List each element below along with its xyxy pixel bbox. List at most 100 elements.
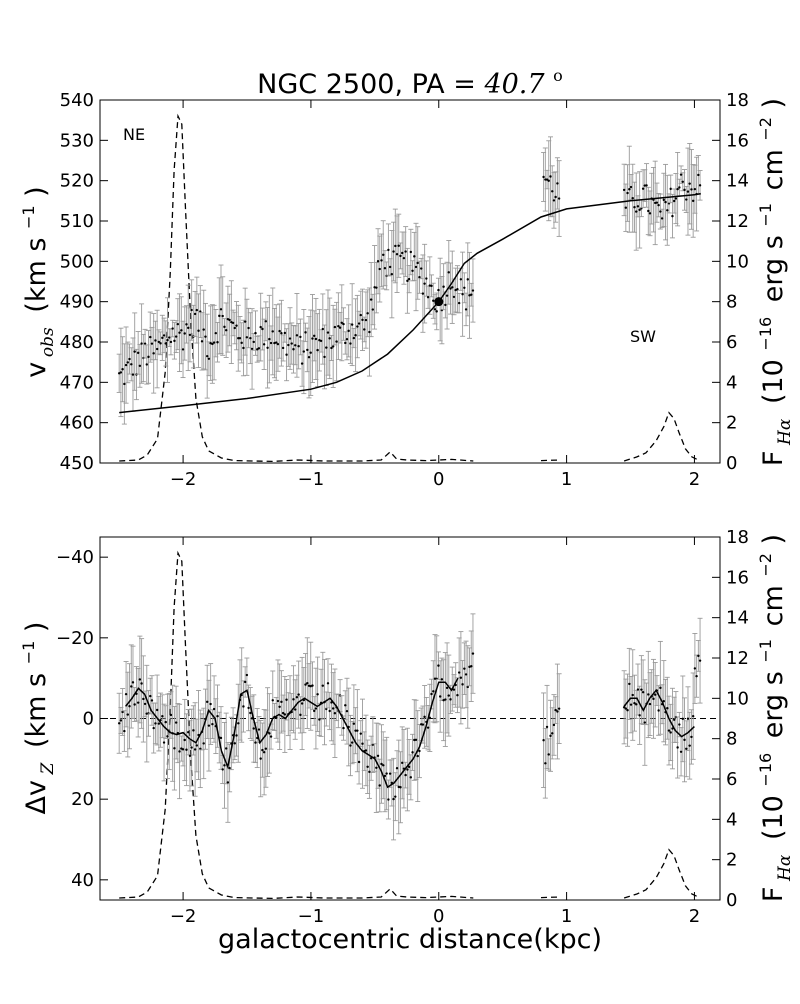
y-tick-label-right: 18 [726, 90, 749, 111]
data-point [294, 344, 297, 347]
data-point [142, 697, 145, 701]
data-point [304, 331, 307, 334]
data-point [376, 754, 380, 758]
data-point [181, 348, 185, 351]
chart-title-angle: 40.7 [483, 69, 545, 100]
data-point [235, 734, 238, 737]
top-right-y-label-exp3: −2 [756, 117, 775, 141]
data-point [444, 698, 447, 701]
rotation-model-line [119, 192, 701, 414]
data-point [262, 751, 266, 754]
data-point [281, 346, 285, 350]
data-point [633, 701, 636, 705]
data-point [672, 718, 676, 721]
data-point [280, 700, 283, 704]
data-point [624, 707, 628, 710]
top-flux-layer [119, 113, 699, 463]
data-point [266, 346, 269, 349]
top-ticks-layer: −2 −1 0 1 2450460470480490500510520530540024… [60, 90, 749, 490]
data-point [199, 310, 202, 313]
data-point [154, 339, 157, 342]
data-point [162, 334, 166, 337]
data-point [371, 308, 375, 311]
data-point [659, 210, 662, 213]
data-point [249, 711, 252, 715]
data-point [387, 798, 390, 801]
data-point [354, 334, 357, 337]
data-point [138, 364, 142, 368]
data-point [664, 200, 667, 204]
data-point [349, 342, 352, 345]
data-point [547, 179, 550, 182]
data-point [368, 330, 371, 334]
data-point [369, 298, 373, 301]
data-point [126, 713, 130, 716]
data-point [674, 197, 678, 200]
data-point [356, 729, 359, 732]
data-point [409, 776, 413, 779]
data-point [397, 244, 400, 247]
data-point [278, 329, 281, 333]
top-left-y-label-exp: −1 [19, 205, 38, 229]
data-point [401, 761, 404, 765]
data-point [161, 336, 164, 340]
data-point [471, 652, 475, 655]
x-tick-label: 2 [689, 906, 700, 927]
data-point [187, 326, 190, 330]
data-point [375, 766, 378, 769]
data-point [314, 707, 318, 710]
data-point [691, 714, 695, 718]
data-point [312, 334, 316, 338]
data-point [698, 184, 702, 187]
data-point [338, 326, 342, 329]
data-point [306, 681, 309, 685]
data-point [667, 729, 671, 732]
data-point [423, 715, 426, 719]
y-tick-label-right: 0 [726, 453, 737, 474]
data-point [166, 735, 169, 738]
data-point [655, 201, 659, 204]
top-right-y-label-exp2: −1 [756, 203, 775, 227]
data-point [287, 343, 290, 347]
data-point [647, 693, 650, 696]
y-tick-label-left: 510 [60, 211, 94, 232]
data-point [695, 674, 698, 678]
top-right-y-label-units-c: cm [758, 149, 789, 190]
data-point [280, 332, 283, 335]
data-point [459, 278, 463, 281]
y-tick-label-left: 500 [60, 251, 94, 272]
data-point [219, 308, 223, 311]
data-point [672, 199, 676, 203]
data-point [243, 680, 247, 684]
data-point [438, 695, 442, 698]
data-point [648, 702, 652, 706]
data-point [212, 707, 216, 711]
data-point [193, 312, 197, 316]
data-point [252, 340, 255, 344]
data-point [150, 699, 154, 702]
data-point [233, 742, 237, 745]
top-right-y-label: F Hα (10 −16 erg s −1 cm −2 ) [747, 98, 797, 466]
data-point [359, 732, 362, 735]
data-point [216, 714, 219, 718]
y-tick-label-right: 4 [726, 809, 737, 830]
chart-title-eq: = [453, 69, 476, 100]
data-point [628, 188, 631, 191]
data-point [261, 748, 264, 752]
data-point [407, 765, 411, 769]
data-point [659, 686, 662, 690]
data-point [411, 751, 414, 754]
data-point [331, 707, 335, 710]
data-point [376, 260, 380, 263]
bottom-flux-layer [119, 550, 699, 900]
data-point [652, 697, 655, 701]
x-tick-label: −2 [170, 469, 197, 490]
data-point [549, 734, 552, 738]
top-errorbars-layer [116, 136, 703, 425]
data-point [392, 797, 395, 801]
data-point [364, 318, 368, 322]
data-point [124, 692, 128, 696]
data-point [447, 271, 450, 274]
data-point [688, 744, 691, 747]
data-point [149, 335, 152, 339]
